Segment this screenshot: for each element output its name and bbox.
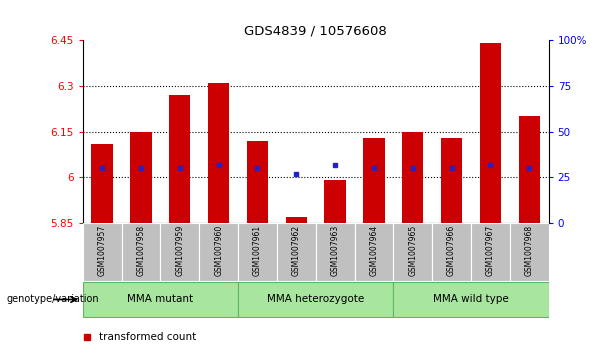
Text: GSM1007966: GSM1007966	[447, 225, 456, 276]
Text: GSM1007967: GSM1007967	[486, 225, 495, 276]
Bar	[208, 83, 229, 223]
Text: GSM1007960: GSM1007960	[214, 225, 223, 276]
Bar	[131, 131, 151, 223]
Text: genotype/variation: genotype/variation	[6, 294, 99, 305]
Text: GSM1007964: GSM1007964	[370, 225, 378, 276]
Title: GDS4839 / 10576608: GDS4839 / 10576608	[245, 24, 387, 37]
Text: GSM1007963: GSM1007963	[330, 225, 340, 276]
Bar	[441, 138, 462, 223]
Text: GSM1007958: GSM1007958	[137, 225, 145, 276]
Bar	[394, 223, 432, 281]
Bar	[83, 282, 238, 317]
Bar	[402, 131, 424, 223]
Bar	[238, 223, 277, 281]
Bar	[480, 43, 501, 223]
Text: transformed count: transformed count	[99, 332, 196, 342]
Text: GSM1007957: GSM1007957	[97, 225, 107, 276]
Bar	[316, 223, 354, 281]
Bar	[83, 223, 121, 281]
Text: GSM1007962: GSM1007962	[292, 225, 301, 276]
Bar	[91, 144, 113, 223]
Text: GSM1007968: GSM1007968	[525, 225, 534, 276]
Bar	[161, 223, 199, 281]
Bar	[364, 138, 384, 223]
Text: GSM1007959: GSM1007959	[175, 225, 185, 276]
Bar	[238, 282, 394, 317]
Bar	[519, 116, 540, 223]
Text: GSM1007965: GSM1007965	[408, 225, 417, 276]
Bar	[169, 95, 191, 223]
Bar	[199, 223, 238, 281]
Text: MMA heterozygote: MMA heterozygote	[267, 294, 364, 305]
Text: MMA wild type: MMA wild type	[433, 294, 509, 305]
Bar	[324, 180, 346, 223]
Bar	[121, 223, 161, 281]
Bar	[471, 223, 510, 281]
Bar	[286, 217, 307, 223]
Bar	[354, 223, 394, 281]
Bar	[432, 223, 471, 281]
Bar	[247, 141, 268, 223]
Bar	[394, 282, 549, 317]
Bar	[277, 223, 316, 281]
Bar	[510, 223, 549, 281]
Text: MMA mutant: MMA mutant	[128, 294, 194, 305]
Text: GSM1007961: GSM1007961	[253, 225, 262, 276]
